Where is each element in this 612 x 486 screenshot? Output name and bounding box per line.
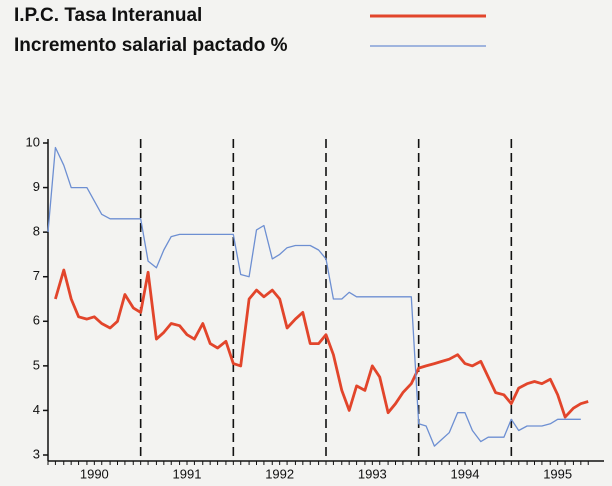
legend-label: I.P.C. Tasa Interanual	[14, 5, 202, 26]
x-tick-label: 1991	[173, 466, 202, 481]
y-tick-label: 3	[33, 446, 40, 461]
y-tick-label: 8	[33, 224, 40, 239]
x-tick-label: 1992	[265, 466, 294, 481]
y-tick-label: 7	[33, 268, 40, 283]
y-tick-label: 4	[33, 402, 40, 417]
y-tick-label: 5	[33, 357, 40, 372]
y-tick-label: 6	[33, 313, 40, 328]
series-line	[47, 146, 581, 447]
y-tick-label: 9	[33, 179, 40, 194]
x-tick-label: 1990	[80, 466, 109, 481]
y-tick-label: 10	[26, 134, 40, 149]
legend-label: Incremento salarial pactado %	[14, 35, 288, 56]
x-tick-label: 1993	[358, 466, 387, 481]
x-tick-label: 1995	[543, 466, 572, 481]
series-line	[54, 268, 589, 419]
x-tick-label: 1994	[451, 466, 480, 481]
